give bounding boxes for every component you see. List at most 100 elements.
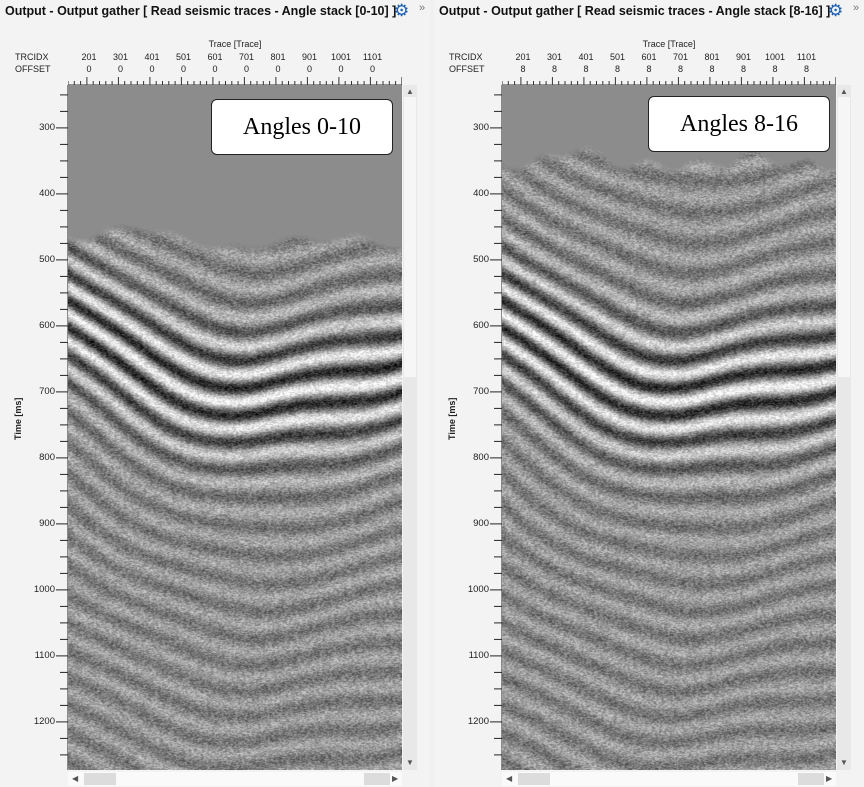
offset-tick-label: 0 [86,64,92,74]
gear-icon[interactable]: ⚙ [828,1,844,20]
trace-tick-label: 1101 [796,52,817,62]
time-tick-label: 1100 [34,649,55,661]
chevron-double-right-icon[interactable]: » [853,2,860,14]
offset-tick-label: 8 [583,64,589,74]
offset-tick-label: 0 [243,64,250,74]
angle-label-box: Angles 0-10 [211,99,393,155]
time-tick-label: 800 [473,451,489,463]
time-tick-label: 900 [39,517,55,529]
angle-label-box: Angles 8-16 [648,96,830,152]
x-axis-title: Trace [Trace] [642,39,696,49]
offset-tick-label: 8 [551,64,558,74]
time-tick-label: 1000 [33,583,55,595]
time-tick-label: 400 [473,187,489,199]
time-tick-label: 600 [39,319,55,331]
scroll-up-arrow[interactable]: ▲ [840,87,848,96]
time-tick-label: 1000 [467,583,489,595]
trace-tick-label: 901 [735,52,752,62]
time-tick-label: 900 [473,517,489,529]
offset-tick-label: 0 [117,64,124,74]
scroll-thumb[interactable] [838,97,850,377]
time-tick-label: 700 [39,385,55,397]
scroll-down-arrow[interactable]: ▼ [406,758,414,767]
offset-tick-label: 8 [709,64,715,74]
scroll-left-arrow[interactable]: ◀ [506,774,513,783]
scroll-right-arrow[interactable]: ▶ [392,774,399,783]
offset-tick-label: 8 [677,64,684,74]
offset-tick-label: 0 [180,64,187,74]
seismic-section[interactable] [68,85,402,770]
y-axis-title: Time [ms] [13,397,23,440]
horizontal-scrollbar[interactable]: ◀ ▶ [502,772,836,786]
scroll-track-segment[interactable] [364,773,390,785]
trace-tick-label: 1001 [764,52,786,62]
trace-tick-label: 601 [641,52,657,62]
time-tick-label: 1100 [468,649,489,661]
seismic-section[interactable] [502,85,836,770]
vertical-scrollbar[interactable]: ▲ ▼ [837,85,851,770]
chevron-double-right-icon[interactable]: » [419,2,426,14]
offset-tick-label: 8 [520,64,526,74]
scroll-right-arrow[interactable]: ▶ [826,774,833,783]
scroll-left-arrow[interactable]: ◀ [72,774,79,783]
trace-tick-label: 701 [672,52,689,62]
trace-tick-label: 701 [238,52,255,62]
offset-tick-label: 8 [646,64,652,74]
time-tick-label: 300 [473,121,489,133]
trace-tick-label: 201 [515,52,531,62]
trace-tick-label: 601 [207,52,223,62]
trace-tick-label: 501 [175,52,192,62]
offset-tick-label: 0 [306,64,313,74]
offset-tick-label: 8 [740,64,747,74]
panel-title: Output - Output gather [ Read seismic tr… [5,4,397,18]
time-tick-label: 1200 [33,715,55,727]
scroll-track-segment[interactable] [798,773,824,785]
time-tick-label: 800 [39,451,55,463]
trace-tick-label: 401 [144,52,160,62]
time-tick-label: 300 [39,121,55,133]
trace-tick-label: 901 [301,52,318,62]
trace-tick-label: 1101 [362,52,383,62]
trace-tick-label: 801 [704,52,720,62]
time-tick-label: 500 [473,253,489,265]
time-tick-label: 400 [39,187,55,199]
panel-title: Output - Output gather [ Read seismic tr… [439,4,831,18]
time-tick-label: 600 [473,319,489,331]
trcidx-label: TRCIDX [15,52,49,62]
x-axis-title: Trace [Trace] [208,39,262,49]
time-tick-label: 500 [39,253,55,265]
gather-panel: Output - Output gather [ Read seismic tr… [434,0,864,787]
offset-tick-label: 0 [275,64,281,74]
angle-label: Angles 0-10 [243,113,361,140]
scroll-up-arrow[interactable]: ▲ [406,87,414,96]
time-tick-label: 700 [473,385,489,397]
offset-tick-label: 8 [772,64,778,74]
angle-label: Angles 8-16 [680,110,798,137]
vertical-scrollbar[interactable]: ▲ ▼ [403,85,417,770]
scroll-thumb[interactable] [84,773,116,785]
y-axis-title: Time [ms] [447,397,457,440]
offset-tick-label: 0 [338,64,344,74]
x-axis-ticks [502,77,836,85]
offset-tick-label: 8 [803,64,810,74]
offset-tick-label: 0 [369,64,376,74]
scroll-thumb[interactable] [518,773,550,785]
scroll-thumb[interactable] [404,97,416,377]
offset-label: OFFSET [449,64,485,74]
gear-icon[interactable]: ⚙ [394,1,410,20]
time-tick-label: 1200 [467,715,489,727]
x-axis-ticks [68,77,402,85]
horizontal-scrollbar[interactable]: ◀ ▶ [68,772,402,786]
offset-tick-label: 0 [212,64,218,74]
gather-panel: Output - Output gather [ Read seismic tr… [0,0,430,787]
trace-tick-label: 301 [546,52,563,62]
trcidx-label: TRCIDX [449,52,483,62]
scroll-down-arrow[interactable]: ▼ [840,758,848,767]
trace-tick-label: 501 [609,52,626,62]
offset-label: OFFSET [15,64,51,74]
trace-tick-label: 1001 [330,52,352,62]
offset-tick-label: 8 [614,64,621,74]
trace-tick-label: 201 [81,52,97,62]
trace-tick-label: 401 [578,52,594,62]
trace-tick-label: 301 [112,52,129,62]
